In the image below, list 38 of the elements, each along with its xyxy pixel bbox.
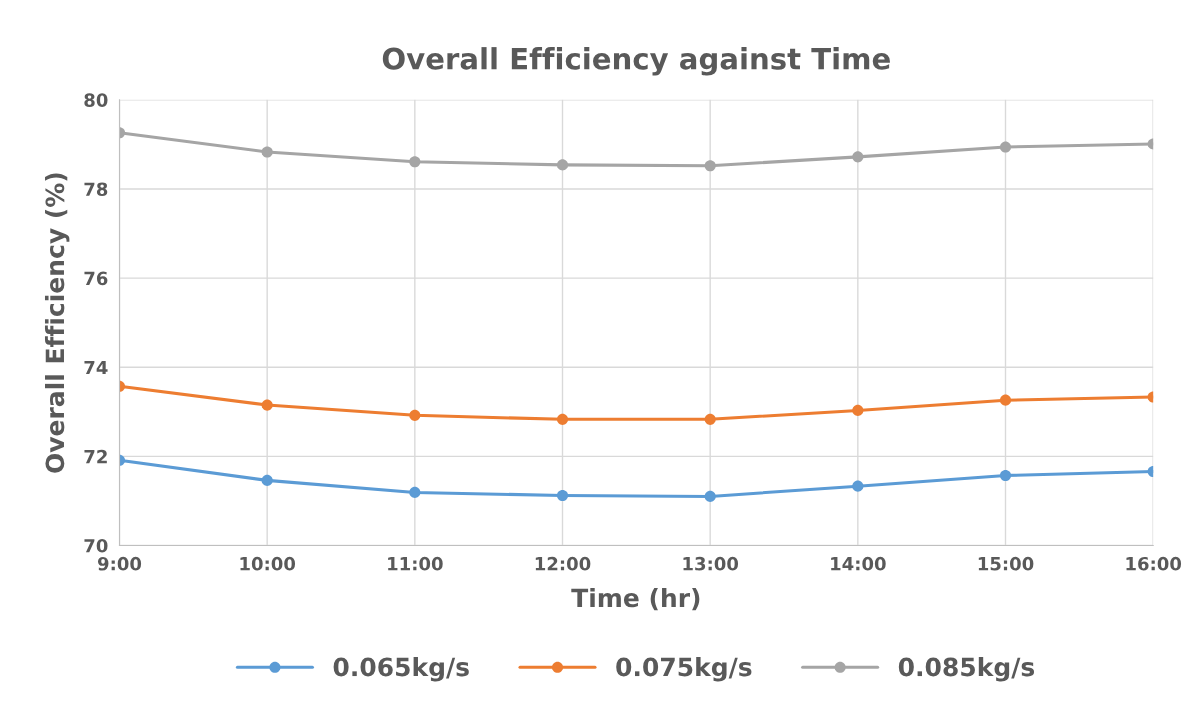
y-tick-label: 72: [84, 449, 107, 464]
x-tick-label: 12:00: [535, 556, 591, 571]
point: [704, 413, 716, 425]
x-tick-label: 16:00: [1126, 556, 1182, 571]
point: [556, 489, 569, 502]
y-tick-label: 70: [84, 538, 108, 553]
chart-title: Overall Efficiency against Time: [382, 47, 890, 76]
x-tick-label: 9:00: [97, 556, 142, 571]
point: [999, 394, 1012, 406]
point: [704, 490, 716, 502]
legend-label: 0.065kg/s: [333, 657, 469, 682]
point: [261, 146, 273, 158]
point: [852, 404, 864, 416]
x-tick-label: 13:00: [683, 556, 739, 571]
point: [852, 151, 864, 163]
x-axis-title: Time (hr): [571, 587, 700, 611]
y-tick-label: 76: [84, 271, 108, 286]
y-tick-label: 78: [84, 182, 108, 197]
x-tick-label: 15:00: [978, 556, 1034, 571]
point: [409, 486, 421, 498]
legend-label: 0.075kg/s: [616, 657, 752, 682]
point: [704, 160, 716, 172]
point: [261, 474, 273, 486]
point: [999, 141, 1012, 153]
y-axis-title: Overall Efficiency (%): [44, 173, 70, 473]
point: [556, 159, 569, 171]
x-tick-label: 10:00: [240, 556, 296, 571]
legend-label: 0.085kg/s: [898, 657, 1035, 682]
y-tick-label: 80: [84, 93, 108, 107]
point: [261, 399, 273, 411]
point: [409, 156, 421, 168]
x-tick-label: 14:00: [831, 556, 886, 571]
y-tick-label: 74: [84, 360, 108, 375]
point: [556, 413, 569, 425]
point: [999, 469, 1012, 482]
point: [409, 409, 421, 421]
point: [852, 480, 864, 492]
x-tick-label: 11:00: [388, 556, 443, 571]
